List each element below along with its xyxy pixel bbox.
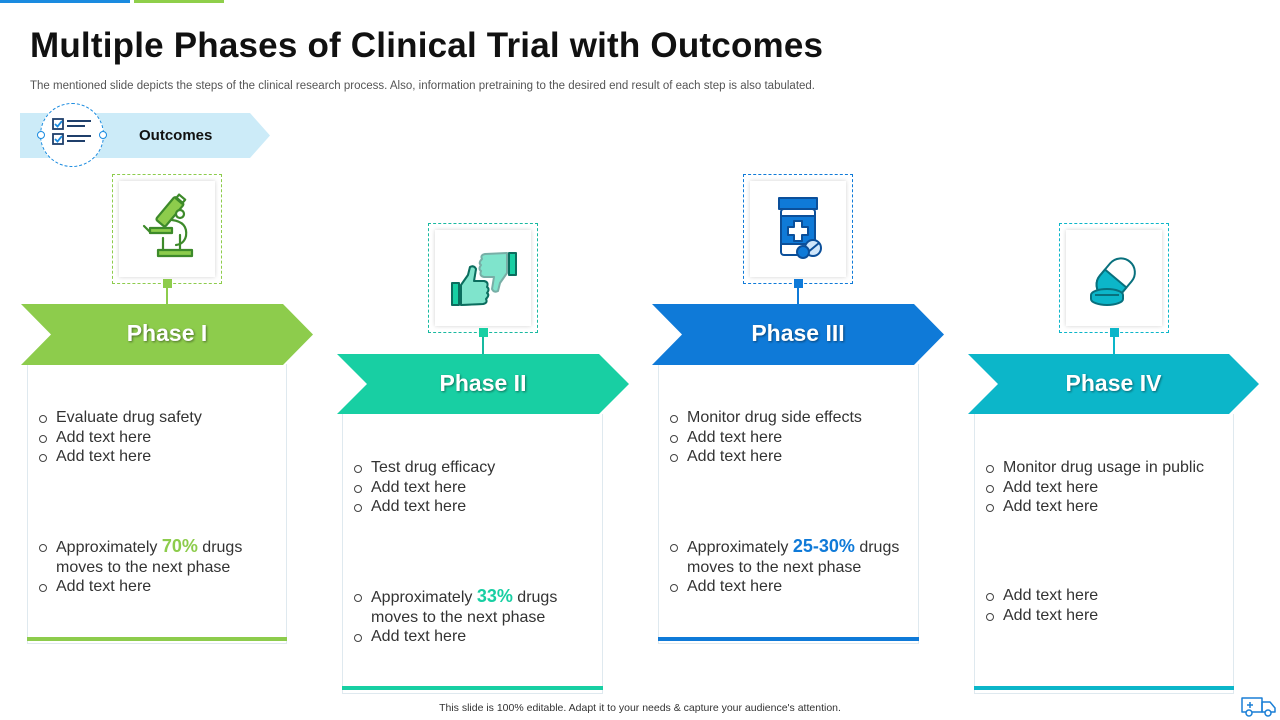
checklist-icon [52,118,91,145]
phase1-arrow [21,304,313,365]
accent-bar-blue [0,0,130,3]
phase4-arrow [968,354,1259,414]
phase4-title: Phase IV [1065,370,1162,396]
phase2-connector [482,333,484,354]
phase2-outcome: Approximately 33% drugs moves to the nex… [352,586,582,647]
phase2-icon-frame [428,223,538,333]
list-item: Add text here [37,428,202,448]
phase1-outcome: Approximately 70% drugs moves to the nex… [37,536,267,597]
outcome-suffix: drugs moves to the next phase [371,589,558,626]
outcome-prefix: Approximately [371,589,477,606]
list-item: Evaluate drug safety [37,408,202,428]
phase2-connector-node [478,328,488,337]
phase1-card: Evaluate drug safety Add text here Add t… [27,364,287,644]
outcome-prefix: Approximately [56,539,162,556]
list-item: Add text here [984,478,1204,498]
phase1-connector-node [162,279,172,288]
outcome-item: Approximately 25-30% drugs moves to the … [668,536,903,577]
phase3-connector [797,284,799,304]
ambulance-icon [1241,697,1276,717]
list-item: Add text here [37,577,267,597]
phase4-extras: Add text here Add text here [984,586,1098,625]
list-item: Add text here [984,586,1098,606]
phase1-bullets: Evaluate drug safety Add text here Add t… [37,408,202,467]
list-item: Add text here [668,447,862,467]
phase3-card: Monitor drug side effects Add text here … [658,364,919,644]
phase1-card-bottom [27,637,287,641]
phase3-connector-node [793,279,803,288]
phase3-title: Phase III [751,320,845,346]
list-item: Add text here [984,606,1098,626]
phase4-connector [1113,333,1115,354]
phase3-bullets: Monitor drug side effects Add text here … [668,408,862,467]
microscope-icon [142,193,194,258]
phase2-card: Test drug efficacy Add text here Add tex… [342,414,603,694]
list-item: Add text here [352,627,582,647]
phase2-bullets: Test drug efficacy Add text here Add tex… [352,458,495,517]
outcome-percent: 70% [161,536,198,556]
phase3-outcome: Approximately 25-30% drugs moves to the … [668,536,903,597]
phase4-card: Monitor drug usage in public Add text he… [974,414,1234,694]
footer-note: This slide is 100% editable. Adapt it to… [439,702,841,714]
list-item: Add text here [37,447,202,467]
badge-dot-left [37,131,45,139]
outcomes-label: Outcomes [139,127,213,144]
accent-bar-green [134,0,224,3]
phase2-title: Phase II [439,370,527,396]
list-item: Add text here [984,497,1204,517]
page-subtitle: The mentioned slide depicts the steps of… [30,80,815,92]
list-item: Add text here [668,577,903,597]
capsule-pill-icon [1090,257,1136,306]
phase3-card-bottom [658,637,919,641]
phase2-card-bottom [342,686,603,690]
list-item: Add text here [668,428,862,448]
outcome-suffix: drugs moves to the next phase [56,539,243,576]
phase4-card-bottom [974,686,1234,690]
badge-dot-right [99,131,107,139]
list-item: Add text here [352,497,495,517]
phase1-icon-frame [112,174,222,284]
outcome-item: Approximately 70% drugs moves to the nex… [37,536,267,577]
phase4-icon-frame [1059,223,1169,333]
phase1-connector [166,284,168,304]
outcome-percent: 25-30% [792,536,855,556]
outcome-item: Approximately 33% drugs moves to the nex… [352,586,582,627]
list-item: Test drug efficacy [352,458,495,478]
phase4-bullets: Monitor drug usage in public Add text he… [984,458,1204,517]
medicine-bottle-icon [778,197,822,259]
outcome-prefix: Approximately [687,539,793,556]
phase3-arrow [652,304,944,365]
outcomes-badge [37,103,107,167]
page-title: Multiple Phases of Clinical Trial with O… [30,26,824,65]
phase2-arrow [337,354,629,414]
phase1-title: Phase I [126,320,208,346]
phase4-connector-node [1109,328,1119,337]
list-item: Add text here [352,478,495,498]
outcome-percent: 33% [476,586,513,606]
list-item: Monitor drug usage in public [984,458,1204,478]
thumbs-up-down-icon [451,252,517,306]
phase3-icon-frame [743,174,853,284]
outcome-suffix: drugs moves to the next phase [687,539,900,576]
list-item: Monitor drug side effects [668,408,862,428]
